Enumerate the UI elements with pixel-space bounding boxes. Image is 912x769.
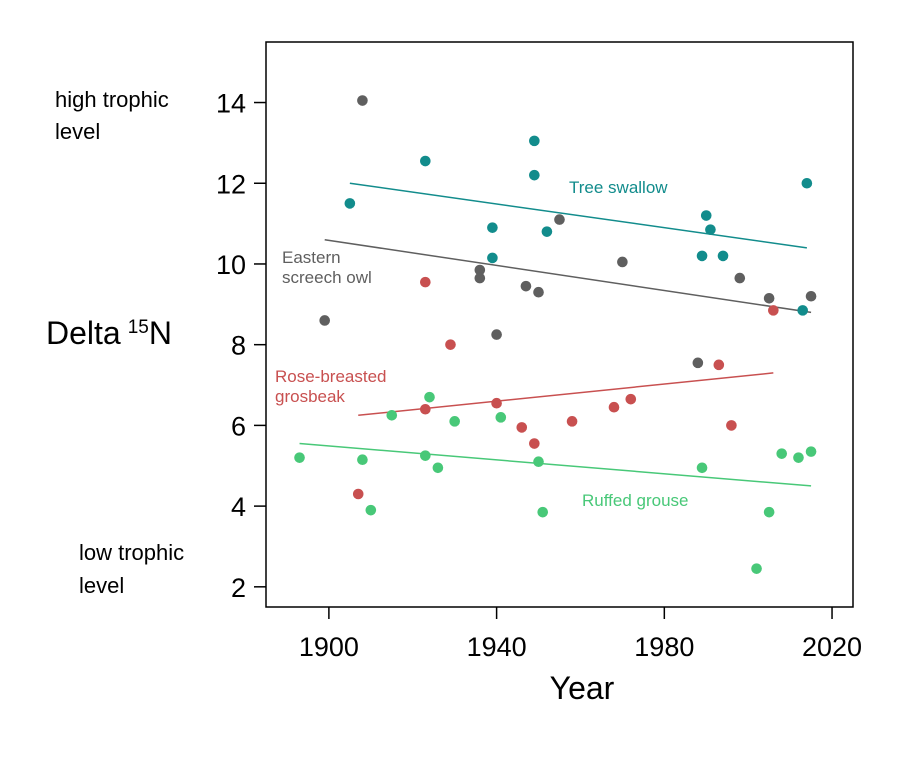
tree-swallow-point — [700, 210, 712, 221]
eastern-screech-owl-point — [474, 272, 486, 284]
ruffed-grouse-point — [357, 454, 368, 465]
y-tick-label: 4 — [231, 492, 246, 522]
x-tick-label: 1940 — [467, 632, 527, 662]
x-tick-label: 1900 — [299, 632, 359, 662]
ruffed-grouse-point — [793, 452, 804, 463]
ruffed-grouse-point — [420, 450, 431, 461]
tree-swallow-point — [487, 222, 498, 233]
rose-breasted-grosbeak-point — [608, 401, 620, 413]
x-tick-label: 1980 — [634, 632, 694, 662]
ruffed-grouse-point — [696, 462, 708, 474]
rose-breasted-grosbeak-point — [529, 438, 540, 449]
ruffed-grouse-point — [805, 446, 817, 457]
tree-swallow-trend-line — [349, 182, 807, 249]
ruffed-grouse-trend-line — [299, 442, 812, 487]
eastern-screech-owl-label: screech owl — [282, 268, 372, 287]
ruffed-grouse-point — [449, 416, 460, 427]
ruffed-grouse-point — [533, 456, 544, 468]
tree-swallow-point — [717, 250, 729, 262]
trend-lines — [299, 182, 812, 487]
rose-breasted-grosbeak-point — [491, 397, 502, 409]
eastern-screech-owl-trend-line — [324, 239, 812, 314]
tree-swallow-point — [797, 305, 808, 316]
eastern-screech-owl-point — [554, 214, 565, 225]
data-points — [294, 95, 817, 574]
eastern-screech-owl-point — [520, 280, 532, 292]
tree-swallow-point — [801, 177, 813, 189]
rose-breasted-grosbeak-label: Rose-breasted — [275, 367, 387, 386]
tree-swallow-point — [420, 155, 431, 167]
ruffed-grouse-point — [294, 452, 305, 463]
eastern-screech-owl-point — [734, 272, 746, 284]
tree-swallow-point — [696, 250, 708, 262]
rose-breasted-grosbeak-point — [420, 403, 431, 415]
y-tick-label: 2 — [231, 573, 246, 603]
y-tick-label: 12 — [216, 169, 246, 199]
tree-swallow-label: Tree swallow — [569, 178, 668, 197]
eastern-screech-owl-point — [319, 315, 331, 326]
ruffed-grouse-point — [763, 506, 775, 518]
tree-swallow-point — [705, 224, 716, 235]
y-tick-label: 10 — [216, 250, 246, 280]
eastern-screech-owl-label: Eastern — [282, 248, 341, 267]
rose-breasted-grosbeak-point — [713, 359, 725, 371]
rose-breasted-grosbeak-point — [516, 422, 528, 433]
rose-breasted-grosbeak-point — [726, 420, 737, 431]
ruffed-grouse-point — [537, 506, 549, 518]
eastern-screech-owl-point — [491, 329, 502, 340]
eastern-screech-owl-point — [805, 290, 817, 302]
tree-swallow-point — [541, 226, 553, 237]
ruffed-grouse-point — [432, 462, 444, 474]
plot-frame — [265, 41, 854, 608]
low-trophic-label: low trophic — [79, 540, 184, 565]
ruffed-grouse-point — [386, 410, 398, 421]
y-axis-title: Delta 15N — [46, 315, 172, 351]
y-tick-label: 14 — [216, 89, 246, 119]
ruffed-grouse-point — [424, 391, 435, 403]
tree-swallow-point — [344, 198, 356, 209]
x-axis-title: Year — [550, 670, 615, 706]
ruffed-grouse-point — [776, 448, 788, 459]
eastern-screech-owl-point — [763, 292, 775, 304]
ruffed-grouse-point — [495, 412, 507, 423]
y-axis-title-superscript: 15 — [128, 317, 149, 338]
eastern-screech-owl-point — [692, 357, 704, 369]
high-trophic-label-line2: level — [55, 119, 100, 144]
y-tick-label: 6 — [231, 411, 246, 441]
x-tick-label: 2020 — [802, 632, 862, 662]
y-axis-title-main: Delta — [46, 315, 121, 351]
tree-swallow-point — [529, 135, 540, 147]
rose-breasted-grosbeak-point — [420, 276, 431, 288]
high-trophic-label: high trophic — [55, 87, 169, 112]
rose-breasted-grosbeak-point — [566, 416, 578, 427]
ruffed-grouse-label: Ruffed grouse — [582, 491, 688, 510]
axes: 1900 1940 1980 2020 2 4 6 8 10 12 14 — [216, 89, 862, 662]
ruffed-grouse-point — [751, 563, 762, 574]
eastern-screech-owl-point — [357, 95, 368, 106]
tree-swallow-point — [529, 169, 540, 181]
ruffed-grouse-point — [365, 504, 377, 516]
eastern-screech-owl-point — [617, 256, 628, 268]
rose-breasted-grosbeak-point — [352, 488, 364, 500]
low-trophic-label-line2: level — [79, 573, 124, 598]
rose-breasted-grosbeak-point — [768, 305, 779, 316]
y-tick-label: 8 — [231, 331, 246, 361]
tree-swallow-point — [487, 252, 498, 264]
y-axis-title-suffix: N — [149, 315, 172, 351]
eastern-screech-owl-point — [474, 264, 486, 276]
eastern-screech-owl-point — [533, 286, 544, 298]
rose-breasted-grosbeak-point — [445, 339, 456, 350]
rose-breasted-grosbeak-point — [625, 393, 637, 405]
rose-breasted-grosbeak-label: grosbeak — [275, 387, 345, 406]
